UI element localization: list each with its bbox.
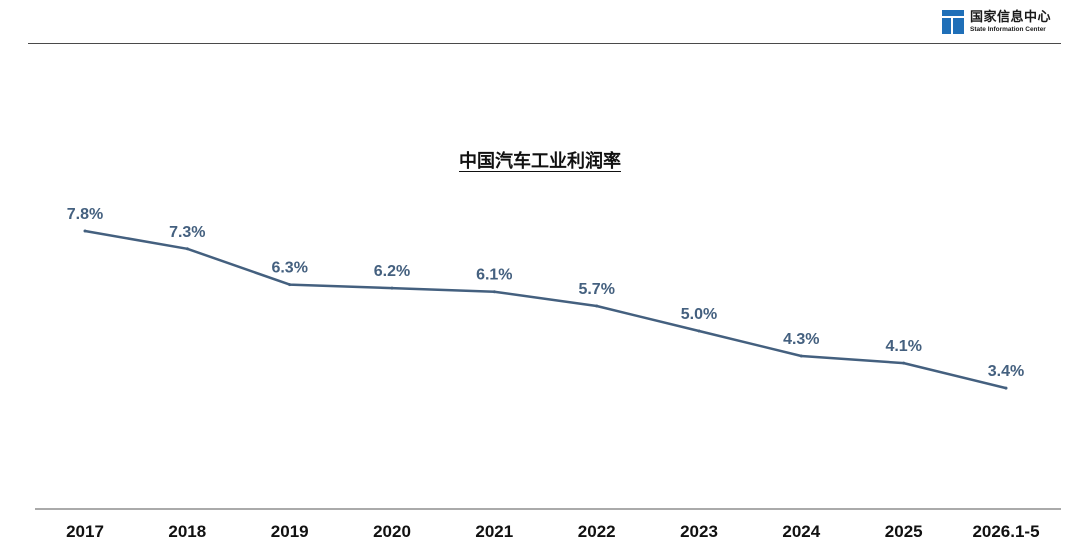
data-point xyxy=(288,283,292,287)
x-tick-label: 2017 xyxy=(66,522,104,541)
data-label: 4.3% xyxy=(783,331,819,348)
data-point xyxy=(595,304,599,308)
x-tick-label: 2026.1-5 xyxy=(972,522,1039,541)
data-label: 6.3% xyxy=(271,260,307,277)
data-label: 5.7% xyxy=(578,281,614,298)
x-tick-labels-group: 2017 2018 2019 2020 2021 2022 2023 2024 2025 2026… xyxy=(66,522,1039,541)
data-point xyxy=(799,354,803,358)
x-tick-label: 2024 xyxy=(782,522,820,541)
x-tick-label: 2025 xyxy=(885,522,923,541)
data-label: 7.3% xyxy=(169,224,205,241)
data-point xyxy=(902,361,906,365)
data-label: 6.2% xyxy=(374,263,410,280)
x-tick-label: 2022 xyxy=(578,522,616,541)
chart-title: 中国汽车工业利润率 xyxy=(459,151,621,172)
data-labels-group: 7.8% 7.3% 6.3% 6.2% 6.1% 5.7% 5.0% 4.3% 4.1% 3.4% xyxy=(67,206,1024,380)
x-tick-label: 2023 xyxy=(680,522,718,541)
data-label: 4.1% xyxy=(885,338,921,355)
series-group xyxy=(83,229,1008,390)
logo-name-cn: 国家信息中心 xyxy=(970,9,1052,25)
logo-name-en: State Information Center xyxy=(970,25,1046,33)
data-label: 6.1% xyxy=(476,267,512,284)
data-label: 3.4% xyxy=(988,363,1024,380)
series-line xyxy=(84,229,1007,390)
logo-text: 国家信息中心 State Information Center xyxy=(970,11,1051,34)
x-tick-label: 2021 xyxy=(475,522,513,541)
logo: 国家信息中心 State Information Center xyxy=(942,8,1051,36)
data-point xyxy=(492,290,496,294)
state-information-center-logo-icon xyxy=(942,10,964,34)
data-point xyxy=(390,286,394,290)
data-point xyxy=(697,329,701,333)
data-label: 7.8% xyxy=(67,206,103,223)
data-point xyxy=(185,247,189,251)
x-tick-label: 2020 xyxy=(373,522,411,541)
data-point xyxy=(1004,386,1008,390)
x-tick-label: 2019 xyxy=(271,522,309,541)
header-divider xyxy=(28,43,1061,44)
data-point xyxy=(83,229,87,233)
x-tick-label: 2018 xyxy=(168,522,206,541)
data-label: 5.0% xyxy=(681,306,717,323)
